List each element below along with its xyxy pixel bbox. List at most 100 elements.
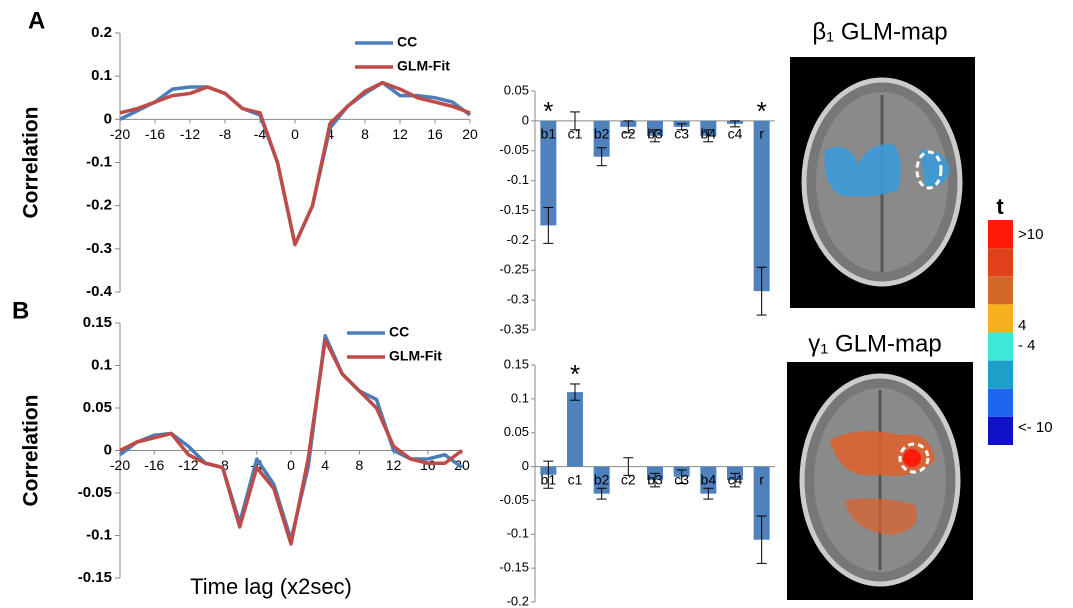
series-line: [120, 340, 462, 544]
colorbar-swatch: [988, 276, 1013, 304]
x-tick-label: -8: [219, 126, 232, 142]
x-tick-label: -16: [144, 457, 164, 473]
legend-label: CC: [397, 34, 417, 50]
y-tick-label: 0.1: [91, 67, 112, 84]
y-tick-label: -0.3: [86, 240, 112, 257]
y-tick-label: 0: [104, 441, 112, 458]
map-title: γ₁ GLM-map: [808, 330, 941, 357]
y-tick-label: -0.35: [499, 321, 529, 336]
bar: [567, 392, 583, 466]
legend-label: GLM-Fit: [389, 348, 442, 364]
y-tick-label: 0.1: [511, 390, 529, 405]
colorbar-swatch: [988, 389, 1013, 417]
y-tick-label: 0.05: [504, 82, 529, 97]
x-tick-label: b1: [541, 126, 557, 142]
series-line: [120, 336, 462, 540]
y-tick-label: -0.15: [499, 202, 529, 217]
y-tick-label: -0.1: [507, 526, 529, 541]
series-line: [120, 83, 470, 245]
y-axis-label: Correlation: [20, 394, 43, 506]
colorbar-label: <- 10: [1018, 419, 1053, 436]
colorbar-swatch: [988, 248, 1013, 276]
colorbar-label: - 4: [1018, 337, 1036, 354]
brain-map: [790, 57, 975, 308]
map-title: β₁ GLM-map: [812, 18, 947, 45]
x-tick-label: c2: [621, 471, 636, 487]
x-tick-label: c1: [568, 471, 583, 487]
colorbar-swatch: [988, 220, 1013, 248]
legend-label: CC: [389, 324, 409, 340]
y-tick-label: 0.15: [504, 356, 529, 371]
x-tick-label: -20: [110, 126, 130, 142]
y-tick-label: 0.15: [83, 314, 112, 331]
y-tick-label: -0.2: [86, 197, 112, 214]
x-axis-label: Time lag (x2sec): [190, 574, 352, 599]
significance-marker: *: [543, 96, 553, 126]
x-tick-label: -20: [110, 457, 130, 473]
colorbar-label: >10: [1018, 226, 1043, 243]
x-tick-label: c4: [728, 471, 743, 487]
y-tick-label: -0.2: [507, 232, 529, 247]
x-tick-label: 12: [386, 457, 402, 473]
y-tick-label: -0.2: [507, 593, 529, 608]
y-tick-label: -0.1: [86, 153, 112, 170]
y-tick-label: 0: [522, 458, 529, 473]
colorbar: [988, 220, 1013, 445]
x-tick-label: 8: [361, 126, 369, 142]
colorbar-swatch: [988, 361, 1013, 389]
x-tick-label: c4: [728, 126, 743, 142]
x-tick-label: r: [759, 471, 764, 487]
y-tick-label: 0: [104, 110, 112, 127]
y-tick-label: -0.05: [78, 484, 112, 501]
x-tick-label: b3: [647, 126, 663, 142]
colorbar-swatch: [988, 417, 1013, 445]
y-tick-label: -0.1: [86, 526, 112, 543]
panel-label: A: [28, 7, 45, 34]
series-line: [120, 83, 470, 245]
x-tick-label: -16: [145, 126, 165, 142]
legend-label: GLM-Fit: [397, 58, 450, 74]
colorbar-swatch: [988, 333, 1013, 361]
x-tick-label: 0: [291, 126, 299, 142]
x-tick-label: c2: [621, 126, 636, 142]
y-tick-label: 0.1: [91, 356, 112, 373]
x-tick-label: b4: [701, 471, 717, 487]
x-tick-label: b2: [594, 471, 610, 487]
y-tick-label: -0.4: [86, 283, 113, 300]
x-tick-label: 0: [287, 457, 295, 473]
y-tick-label: -0.3: [507, 292, 529, 307]
y-tick-label: -0.15: [78, 569, 112, 586]
y-tick-label: 0.05: [83, 399, 112, 416]
y-tick-label: 0.05: [504, 424, 529, 439]
bar: [754, 121, 770, 291]
x-tick-label: 4: [321, 457, 329, 473]
x-tick-label: -12: [180, 126, 200, 142]
x-tick-label: c1: [568, 126, 583, 142]
x-tick-label: b2: [594, 126, 610, 142]
brain-map: [787, 362, 973, 600]
y-tick-label: 0: [522, 112, 529, 127]
y-tick-label: -0.15: [499, 560, 529, 575]
y-axis-label: Correlation: [20, 106, 43, 218]
significance-marker: *: [570, 359, 580, 389]
x-tick-label: 20: [462, 126, 478, 142]
x-tick-label: c3: [674, 126, 689, 142]
y-tick-label: -0.1: [507, 172, 529, 187]
y-tick-label: -0.25: [499, 262, 529, 277]
x-tick-label: 8: [356, 457, 364, 473]
y-tick-label: 0.2: [91, 24, 112, 41]
x-tick-label: c3: [674, 471, 689, 487]
x-tick-label: 12: [392, 126, 408, 142]
significance-marker: *: [757, 96, 767, 126]
colorbar-label: 4: [1018, 317, 1026, 334]
x-tick-label: r: [759, 126, 764, 142]
x-tick-label: b1: [541, 471, 557, 487]
panel-label: B: [12, 297, 29, 324]
x-tick-label: b3: [647, 471, 663, 487]
y-tick-label: -0.05: [499, 492, 529, 507]
x-tick-label: b4: [701, 126, 717, 142]
colorbar-title: t: [996, 194, 1004, 219]
figure: A B β₁ GLM-map γ₁ GLM-map t >10 4 - 4 <- 10…: [0, 0, 1073, 608]
y-tick-label: -0.05: [499, 142, 529, 157]
colorbar-swatch: [988, 304, 1013, 332]
